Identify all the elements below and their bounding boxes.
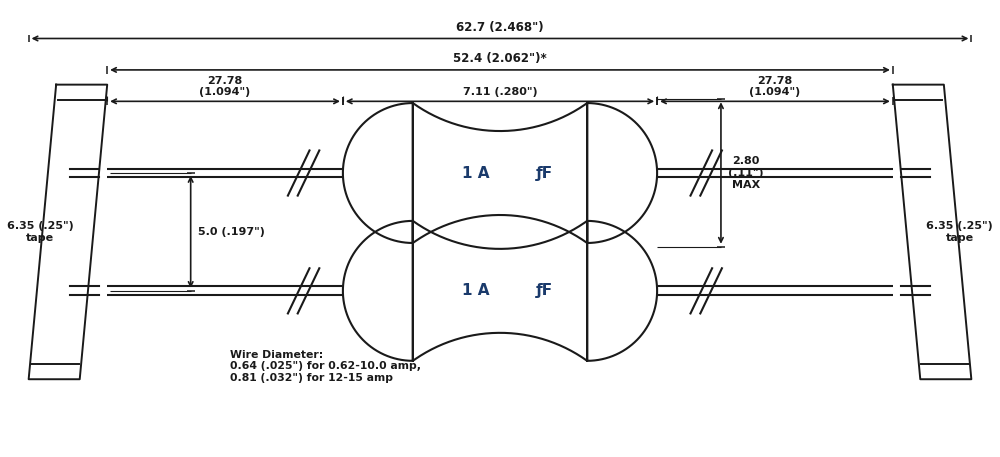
Text: 7.11 (.280"): 7.11 (.280") — [463, 87, 537, 97]
Text: 62.7 (2.468"): 62.7 (2.468") — [456, 21, 544, 33]
Text: 52.4 (2.062")*: 52.4 (2.062")* — [453, 52, 547, 65]
Polygon shape — [343, 103, 657, 243]
Text: 6.35 (.25")
tape: 6.35 (.25") tape — [926, 221, 993, 243]
Text: 6.35 (.25")
tape: 6.35 (.25") tape — [7, 221, 74, 243]
Text: 1 A: 1 A — [462, 165, 489, 181]
Text: ƒF: ƒF — [536, 283, 553, 298]
Text: 27.78
(1.094"): 27.78 (1.094") — [199, 76, 251, 97]
Text: 2.80
(.11")
MAX: 2.80 (.11") MAX — [728, 156, 763, 190]
Polygon shape — [343, 221, 657, 361]
Text: 1 A: 1 A — [462, 283, 489, 298]
Text: 27.78
(1.094"): 27.78 (1.094") — [749, 76, 801, 97]
Text: 5.0 (.197"): 5.0 (.197") — [198, 227, 264, 237]
Text: Wire Diameter:
0.64 (.025") for 0.62-10.0 amp,
0.81 (.032") for 12-15 amp: Wire Diameter: 0.64 (.025") for 0.62-10.… — [230, 350, 421, 383]
Text: ƒF: ƒF — [536, 165, 553, 181]
